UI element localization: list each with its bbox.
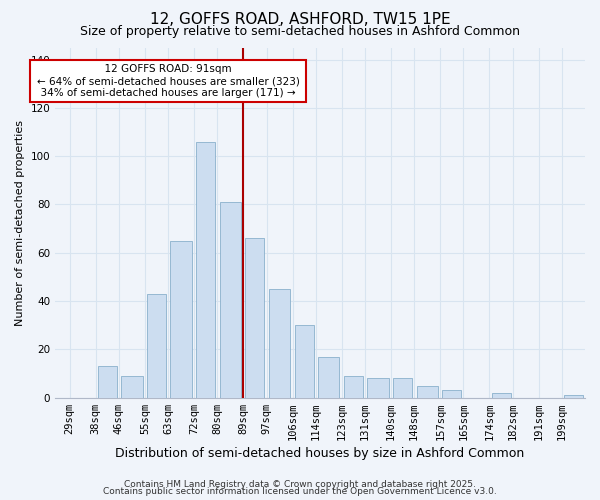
Bar <box>344 376 363 398</box>
X-axis label: Distribution of semi-detached houses by size in Ashford Common: Distribution of semi-detached houses by … <box>115 447 525 460</box>
Bar <box>220 202 241 398</box>
Text: 12, GOFFS ROAD, ASHFORD, TW15 1PE: 12, GOFFS ROAD, ASHFORD, TW15 1PE <box>149 12 451 28</box>
Bar <box>121 376 143 398</box>
Bar <box>416 386 438 398</box>
Text: Size of property relative to semi-detached houses in Ashford Common: Size of property relative to semi-detach… <box>80 25 520 38</box>
Bar <box>318 356 340 398</box>
Bar <box>564 396 583 398</box>
Bar <box>442 390 461 398</box>
Bar <box>147 294 166 398</box>
Bar <box>491 393 511 398</box>
Bar <box>98 366 117 398</box>
Bar <box>245 238 265 398</box>
Bar <box>269 289 290 398</box>
Bar <box>196 142 215 398</box>
Bar <box>170 240 192 398</box>
Bar <box>393 378 412 398</box>
Text: Contains public sector information licensed under the Open Government Licence v3: Contains public sector information licen… <box>103 487 497 496</box>
Bar <box>295 325 314 398</box>
Y-axis label: Number of semi-detached properties: Number of semi-detached properties <box>15 120 25 326</box>
Text: 12 GOFFS ROAD: 91sqm  
← 64% of semi-detached houses are smaller (323)
  34% of : 12 GOFFS ROAD: 91sqm ← 64% of semi-detac… <box>34 64 302 98</box>
Text: Contains HM Land Registry data © Crown copyright and database right 2025.: Contains HM Land Registry data © Crown c… <box>124 480 476 489</box>
Bar <box>367 378 389 398</box>
